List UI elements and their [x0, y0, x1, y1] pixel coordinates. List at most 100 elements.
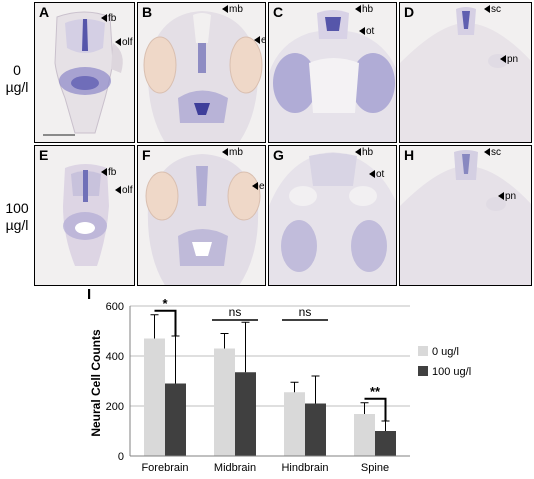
- arrowhead-icon: [254, 36, 260, 44]
- arrowhead-icon: [222, 148, 228, 156]
- significance-bracket: [364, 397, 387, 421]
- panel-f-letter: F: [142, 147, 151, 163]
- bar: [305, 403, 326, 456]
- y-tick-label: 200: [106, 401, 124, 413]
- arrowhead-icon: [484, 148, 490, 156]
- panel-c-annotation-2-text: ot: [366, 26, 375, 37]
- bar: [284, 392, 305, 456]
- panel-c-letter: C: [273, 4, 284, 20]
- significance-label: ns: [229, 305, 242, 319]
- panel-h: H sc pn: [399, 145, 532, 286]
- arrowhead-icon: [101, 168, 107, 176]
- arrowhead-icon: [115, 38, 121, 46]
- panel-e-annotation-1: fb: [101, 168, 116, 178]
- arrowhead-icon: [355, 5, 361, 13]
- arrowhead-icon: [355, 148, 361, 156]
- chart-bars: [144, 338, 396, 456]
- scale-bar: [43, 134, 75, 136]
- panel-d-annotation-1: sc: [484, 5, 501, 15]
- panel-a-tissue-image: [54, 11, 123, 134]
- panel-d-tissue-image: [400, 7, 531, 142]
- panel-d-letter: D: [404, 4, 415, 20]
- arrowhead-icon: [115, 186, 121, 194]
- panel-c-annotation-2: ot: [359, 27, 374, 37]
- chart-error-bars: [150, 314, 390, 431]
- legend-label: 0 ug/l: [432, 346, 459, 358]
- panel-e: E fb olf: [34, 145, 135, 286]
- chart-y-axis-label: Neural Cell Counts: [89, 329, 103, 437]
- panel-f-annotation-1-text: mb: [229, 147, 243, 158]
- y-tick-label: 600: [106, 301, 124, 313]
- row-label-treated-unit: µg/l: [5, 217, 29, 233]
- panel-b: B mb e: [137, 2, 266, 143]
- panel-f: F mb e: [137, 145, 266, 286]
- legend-label: 100 ug/l: [432, 366, 471, 378]
- panel-a: A fb olf: [34, 2, 135, 143]
- arrowhead-icon: [369, 170, 375, 178]
- panel-g-annotation-2-text: ot: [376, 169, 385, 180]
- arrowhead-icon: [222, 5, 228, 13]
- x-tick-label: Hindbrain: [281, 462, 328, 474]
- panel-h-tissue-image: [400, 150, 531, 285]
- y-tick-label: 400: [106, 351, 124, 363]
- panel-b-annotation-1: mb: [222, 5, 243, 15]
- panel-d: D sc pn: [399, 2, 532, 143]
- legend-swatch: [418, 366, 428, 376]
- panel-f-tissue-image: [145, 154, 261, 285]
- panel-c-annotation-1-text: hb: [362, 4, 374, 15]
- panel-a-annotation-1: fb: [101, 14, 116, 24]
- panel-e-annotation-2-text: olf: [122, 185, 133, 196]
- panel-e-tissue-image: [63, 164, 109, 266]
- panel-h-annotation-1: sc: [484, 148, 501, 158]
- bar: [354, 414, 375, 456]
- panel-b-tissue-image: [143, 11, 263, 142]
- panel-g: G hb ot: [268, 145, 397, 286]
- x-tick-label: Spine: [361, 462, 389, 474]
- panel-b-annotation-1-text: mb: [229, 4, 243, 15]
- panel-d-annotation-2: pn: [500, 55, 518, 65]
- row-label-treated-dose: 100: [5, 200, 29, 216]
- neural-cell-count-chart: I Neural Cell Counts * ns ns ** 0 200 400 600 F…: [87, 286, 471, 474]
- bar: [165, 383, 186, 456]
- bar: [214, 348, 235, 456]
- arrowhead-icon: [484, 5, 490, 13]
- panel-h-annotation-2-text: pn: [505, 191, 517, 202]
- bar: [375, 431, 396, 456]
- y-tick-label: 0: [118, 451, 124, 463]
- x-tick-label: Midbrain: [214, 462, 256, 474]
- panel-f-annotation-2: e: [252, 182, 265, 192]
- bar: [144, 338, 165, 456]
- significance-bracket: [154, 309, 177, 336]
- panel-h-annotation-2: pn: [498, 192, 516, 202]
- arrowhead-icon: [101, 14, 107, 22]
- panel-a-letter: A: [39, 4, 50, 20]
- significance-label: ns: [299, 305, 312, 319]
- x-tick-label: Forebrain: [141, 462, 188, 474]
- panel-b-annotation-2-text: e: [261, 35, 265, 46]
- chart-legend: 0 ug/l 100 ug/l: [418, 346, 471, 378]
- panel-a-annotation-1-text: fb: [108, 13, 117, 24]
- panel-e-annotation-1-text: fb: [108, 167, 117, 178]
- significance-label: **: [370, 384, 381, 399]
- arrowhead-icon: [498, 192, 504, 200]
- arrowhead-icon: [252, 182, 258, 190]
- panel-c-annotation-1: hb: [355, 5, 373, 15]
- panel-g-tissue-image: [269, 152, 396, 285]
- panel-f-annotation-2-text: e: [259, 181, 265, 192]
- arrowhead-icon: [500, 55, 506, 63]
- legend-swatch: [418, 346, 428, 356]
- panel-c-tissue-image: [269, 10, 396, 142]
- panel-a-annotation-2-text: olf: [122, 37, 133, 48]
- chart-significance-marks: * ns ns **: [154, 296, 387, 421]
- row-label-treated: 100 µg/l: [0, 200, 34, 234]
- panel-a-annotation-2: olf: [115, 38, 133, 48]
- chart-axes: 0 200 400 600 Forebrain Midbrain Hindbrain Spin…: [106, 301, 410, 474]
- panel-e-letter: E: [39, 147, 49, 163]
- panel-c: C hb ot: [268, 2, 397, 143]
- panel-f-annotation-1: mb: [222, 148, 243, 158]
- panel-d-annotation-1-text: sc: [491, 4, 501, 15]
- panel-e-annotation-2: olf: [115, 186, 133, 196]
- panel-g-annotation-2: ot: [369, 170, 384, 180]
- arrowhead-icon: [359, 27, 365, 35]
- panel-h-annotation-1-text: sc: [491, 147, 501, 158]
